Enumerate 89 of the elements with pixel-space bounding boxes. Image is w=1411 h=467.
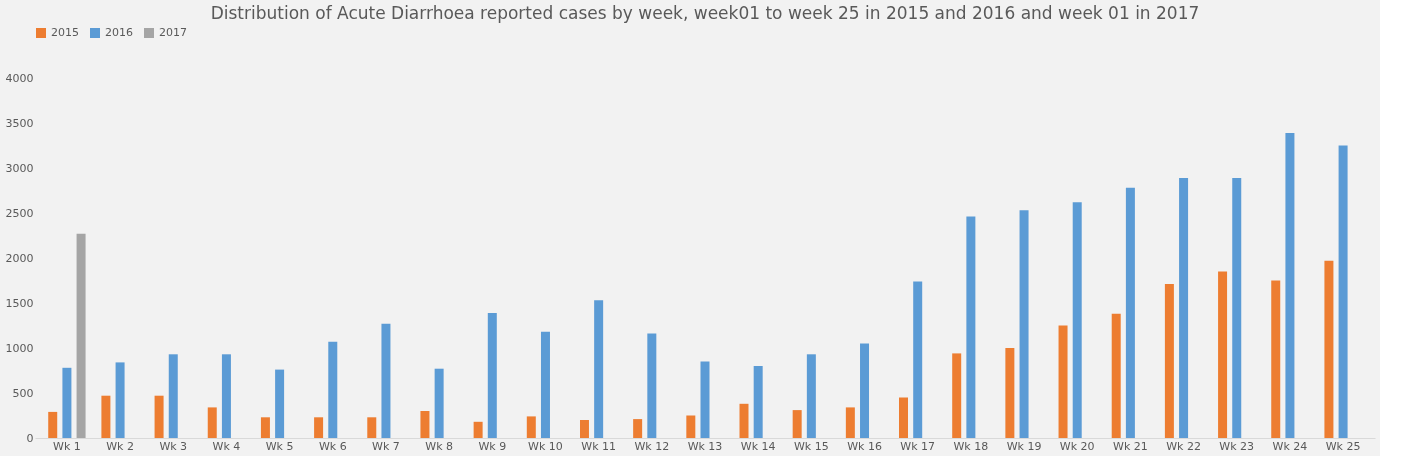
bar [420,411,430,438]
y-tick-label: 3000 [5,161,34,175]
bar [753,366,763,438]
bar [647,333,657,438]
bar [1111,313,1121,438]
y-tick-label: 1000 [5,341,34,355]
x-tick-label: Wk 10 [528,439,563,453]
bar [1072,202,1082,438]
x-tick-label: Wk 1 [53,439,81,453]
bar [154,395,164,438]
bar [101,395,111,438]
bar [1232,177,1242,438]
bar [633,419,643,438]
legend-label: 2017 [159,26,187,39]
bar [314,417,324,438]
chart-title: Distribution of Acute Diarrhoea reported cases by week, week01 to week 25 in 2015 and 2016 and week 01 in 2017 [210,3,1200,23]
legend-label: 2016 [105,26,133,39]
y-tick-label: 2000 [5,251,34,265]
y-tick-label: 500 [12,386,34,400]
bar [221,354,231,438]
x-tick-label: Wk 15 [793,439,829,453]
x-tick-label: Wk 4 [212,439,241,453]
x-tick-label: Wk 19 [1006,439,1042,453]
bar [1125,187,1135,438]
bar [540,331,550,438]
bar [1179,177,1189,438]
bar [1019,210,1029,438]
x-tick-label: Wk 11 [581,439,617,453]
y-tick-label: 4000 [5,71,34,85]
bar [806,354,816,438]
bar [860,343,870,438]
x-tick-label: Wk 18 [953,439,989,453]
bar [434,368,444,438]
x-tick-label: Wk 16 [847,439,882,453]
x-tick-label: Wk 9 [478,439,507,453]
bar [1058,325,1068,438]
bar [1164,284,1174,438]
x-tick-label: Wk 21 [1113,439,1148,453]
x-tick-label: Wk 20 [1059,439,1095,453]
x-tick-label: Wk 13 [687,439,723,453]
bar [792,410,802,438]
bar [1285,132,1295,438]
y-tick-label: 0 [26,431,34,445]
x-tick-label: Wk 7 [372,439,400,453]
bar [526,416,536,438]
x-tick-label: Wk 2 [106,439,134,453]
bar [473,421,483,438]
bar [76,233,86,438]
bar [594,300,604,438]
bar [275,369,285,438]
y-tick-label: 2500 [5,206,34,220]
y-tick-label: 1500 [5,296,34,310]
x-tick-label: Wk 5 [265,439,294,453]
x-tick-label: Wk 14 [740,439,776,453]
bar [1338,145,1348,438]
x-tick-label: Wk 22 [1166,439,1201,453]
x-tick-label: Wk 25 [1325,439,1361,453]
bar [739,403,749,438]
bar [381,323,391,438]
bar [1218,271,1228,438]
bar [700,361,710,438]
bar [48,411,58,438]
bar [328,341,338,438]
x-tick-label: Wk 17 [900,439,936,453]
bar [899,397,909,438]
x-tick-label: Wk 8 [425,439,453,453]
bar [579,420,589,438]
bar [367,417,377,438]
bar [952,353,962,438]
x-tick-label: Wk 24 [1272,439,1308,453]
x-tick-label: Wk 12 [634,439,670,453]
y-tick-label: 3500 [5,116,34,130]
x-tick-label: Wk 3 [159,439,188,453]
bar [913,281,923,438]
bar [845,407,855,438]
bar [168,354,178,438]
bar [1271,280,1281,438]
legend-label: 2015 [51,26,79,39]
bar [115,362,125,438]
bar [1005,348,1015,438]
bar [62,367,72,438]
bar [207,407,217,438]
bar [487,312,497,438]
bar [260,417,270,438]
x-tick-label: Wk 23 [1219,439,1255,453]
bar [686,415,696,438]
x-tick-label: Wk 6 [318,439,347,453]
bar [1324,260,1334,438]
bar [966,216,976,438]
